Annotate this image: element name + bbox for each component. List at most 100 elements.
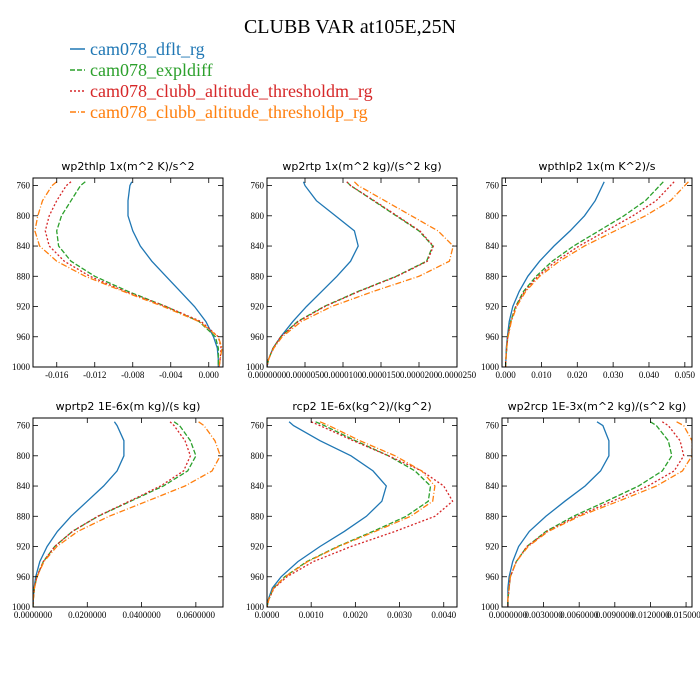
series-line	[267, 421, 436, 607]
y-tick-label: 800	[251, 451, 265, 461]
x-tick-label: 0.0030000	[524, 610, 563, 620]
y-tick-label: 920	[17, 302, 31, 312]
y-tick-label: 960	[251, 572, 265, 582]
plot-frame	[32, 417, 224, 608]
x-tick-label: -0.004	[159, 370, 183, 380]
series-line	[267, 181, 434, 367]
y-tick-label: 760	[251, 421, 265, 431]
y-tick-label: 920	[251, 302, 265, 312]
x-tick-label: 0.0000050	[286, 370, 325, 380]
legend-item: cam078_clubb_altitude_thresholdp_rg	[70, 102, 368, 122]
y-tick-label: 880	[17, 511, 31, 521]
series-line	[267, 421, 388, 607]
y-tick-label: 960	[17, 332, 31, 342]
x-tick-label: 0.0600000	[177, 610, 216, 620]
series-line	[507, 421, 685, 607]
y-tick-label: 800	[486, 211, 500, 221]
y-tick-label: 1000	[246, 362, 265, 372]
y-tick-label: 920	[17, 542, 31, 552]
x-tick-label: 0.050	[675, 370, 696, 380]
x-tick-label: 0.000	[199, 370, 220, 380]
x-tick-label: 0.010	[531, 370, 552, 380]
panel-title: rcp2 1E-6x(kg^2)/(kg^2)	[292, 400, 431, 413]
x-tick-label: 0.0000000	[489, 610, 528, 620]
legend-label: cam078_dflt_rg	[90, 39, 205, 59]
x-tick-label: -0.012	[83, 370, 106, 380]
y-tick-label: 1000	[12, 602, 31, 612]
legend: cam078_dflt_rg cam078_expldiff cam078_cl…	[70, 39, 373, 122]
x-tick-label: 0.0030	[387, 610, 412, 620]
series-line	[33, 421, 222, 607]
plot-frame	[501, 177, 693, 368]
y-tick-label: 800	[17, 211, 31, 221]
chart-panel: wp2rtp 1x(m^2 kg)/(s^2 kg) 760 800 840 880 92…	[246, 160, 477, 380]
x-tick-label: 0.0000200	[400, 370, 439, 380]
series-line	[267, 181, 454, 367]
y-tick-label: 1000	[481, 362, 500, 372]
series-line	[507, 421, 673, 607]
x-tick-label: 0.000	[495, 370, 516, 380]
x-tick-label: 0.020	[567, 370, 588, 380]
panel-title: wprtp2 1E-6x(m kg)/(s kg)	[56, 400, 201, 413]
series-line	[267, 421, 454, 607]
y-tick-label: 880	[486, 511, 500, 521]
x-tick-label: 0.030	[603, 370, 624, 380]
y-tick-label: 840	[17, 241, 31, 251]
x-tick-label: 0.0090000	[596, 610, 635, 620]
x-tick-label: -0.016	[45, 370, 69, 380]
legend-label: cam078_clubb_altitude_thresholdm_rg	[90, 81, 373, 101]
x-tick-label: 0.0040	[431, 610, 456, 620]
series-line	[33, 421, 192, 607]
chart-panel: rcp2 1E-6x(kg^2)/(kg^2) 760 800 840 880 920 96…	[246, 400, 458, 620]
series-line	[507, 421, 610, 607]
x-tick-label: 0.0000100	[324, 370, 363, 380]
series-line	[504, 181, 605, 367]
y-tick-label: 1000	[12, 362, 31, 372]
chart-panel: wp2rcp 1E-3x(m^2 kg)/(s^2 kg) 760 800 840 88…	[481, 400, 700, 620]
x-tick-label: 0.0020	[343, 610, 368, 620]
x-tick-label: 0.0000250	[438, 370, 477, 380]
series-line	[44, 181, 222, 367]
y-tick-label: 960	[17, 572, 31, 582]
x-tick-label: 0.0200000	[68, 610, 107, 620]
panel-title: wpthlp2 1x(m K^2)/s	[539, 160, 656, 173]
y-tick-label: 840	[17, 481, 31, 491]
y-tick-label: 840	[251, 481, 265, 491]
y-tick-label: 920	[486, 542, 500, 552]
series-line	[507, 421, 692, 607]
plot-frame	[32, 177, 224, 368]
series-line	[504, 181, 675, 367]
y-tick-label: 760	[17, 181, 31, 191]
x-tick-label: 0.0000000	[14, 610, 53, 620]
y-tick-label: 960	[251, 332, 265, 342]
legend-item: cam078_clubb_altitude_thresholdm_rg	[70, 81, 373, 101]
y-tick-label: 800	[251, 211, 265, 221]
y-tick-label: 960	[486, 572, 500, 582]
x-tick-label: 0.040	[639, 370, 660, 380]
x-tick-label: 0.0000000	[248, 370, 287, 380]
series-line	[127, 181, 219, 367]
y-tick-label: 880	[251, 511, 265, 521]
y-tick-label: 840	[251, 241, 265, 251]
y-tick-label: 760	[251, 181, 265, 191]
series-line	[267, 421, 432, 607]
panel-title: wp2thlp 1x(m^2 K)/s^2	[61, 160, 194, 173]
figure-title: CLUBB VAR at105E,25N	[244, 16, 456, 38]
series-line	[504, 181, 689, 367]
y-tick-label: 800	[486, 451, 500, 461]
legend-label: cam078_expldiff	[90, 60, 213, 80]
chart-panel: wp2thlp 1x(m^2 K)/s^2 760 800 840 880 920 960 1…	[12, 160, 224, 380]
y-tick-label: 760	[486, 181, 500, 191]
x-tick-label: 0.0120000	[631, 610, 670, 620]
y-tick-label: 960	[486, 332, 500, 342]
plot-frame	[266, 417, 458, 608]
y-tick-label: 920	[251, 542, 265, 552]
legend-item: cam078_expldiff	[70, 60, 213, 80]
panel-title: wp2rtp 1x(m^2 kg)/(s^2 kg)	[282, 160, 441, 173]
series-line	[56, 181, 219, 367]
x-tick-label: 0.0000150	[362, 370, 401, 380]
y-tick-label: 840	[486, 481, 500, 491]
y-tick-label: 920	[486, 302, 500, 312]
y-tick-label: 760	[17, 421, 31, 431]
